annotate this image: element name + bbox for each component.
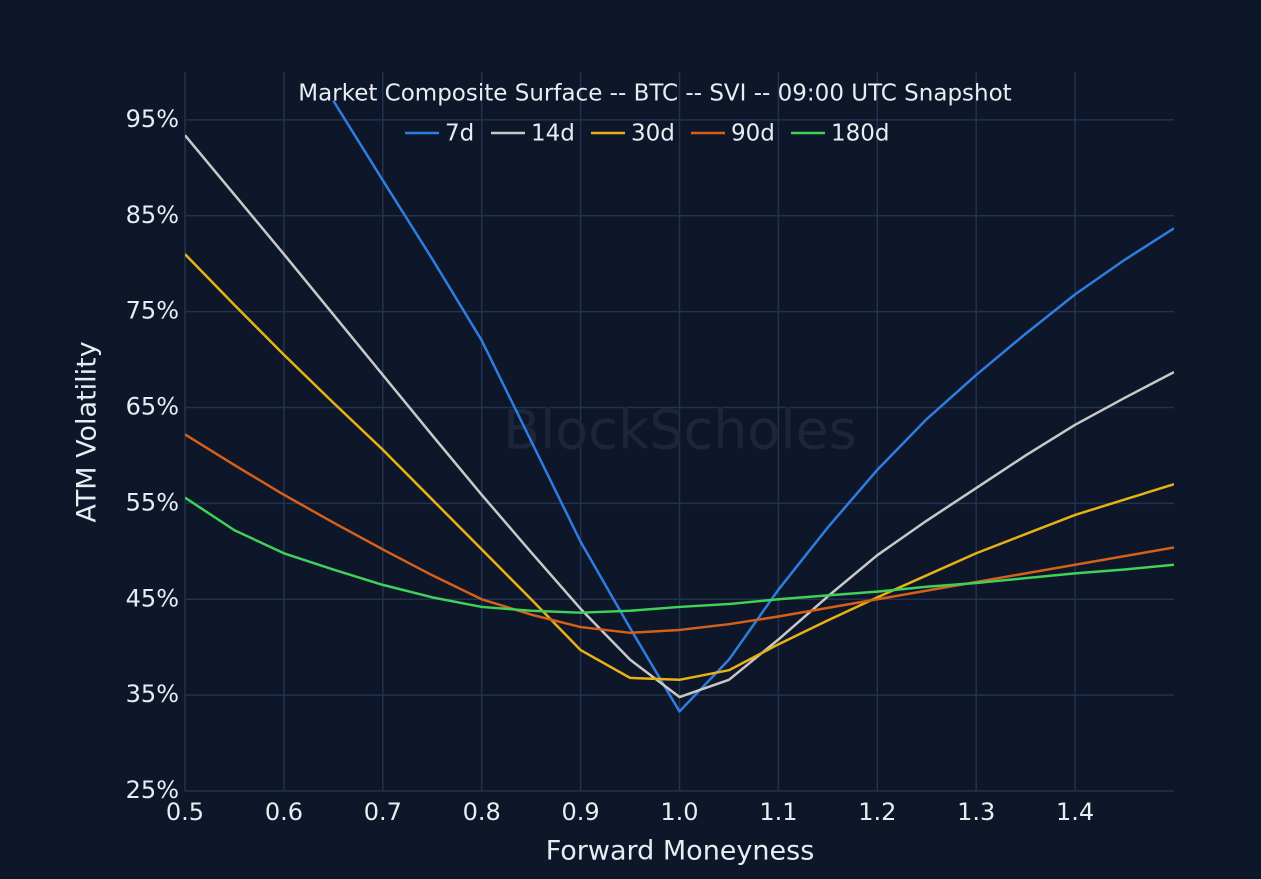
y-tick-label: 25% — [126, 776, 179, 804]
x-tick-label: 0.5 — [166, 798, 204, 826]
legend-label: 180d — [831, 121, 890, 147]
series-line — [185, 253, 1174, 682]
x-tick-label: 0.9 — [562, 798, 600, 826]
x-tick-label: 1.0 — [660, 798, 698, 826]
y-tick-label: 65% — [126, 393, 179, 421]
x-tick-label: 0.6 — [265, 798, 303, 826]
x-tick-label: 1.3 — [957, 798, 995, 826]
series-line — [332, 100, 1174, 713]
x-axis-title: Forward Moneyness — [546, 836, 815, 867]
x-tick-label: 1.4 — [1056, 798, 1094, 826]
y-tick-label: 85% — [126, 201, 179, 229]
series-line — [185, 433, 1174, 635]
legend-label: 30d — [631, 121, 675, 147]
x-tick-label: 1.1 — [759, 798, 797, 826]
chart-title: Market Composite Surface -- BTC -- SVI -… — [298, 81, 1011, 107]
lines — [185, 100, 1174, 713]
legend-label: 90d — [731, 121, 775, 147]
x-tick-label: 0.7 — [364, 798, 402, 826]
y-tick-label: 45% — [126, 584, 179, 612]
series-line — [185, 134, 1174, 699]
legend-label: 7d — [445, 121, 474, 147]
y-tick-label: 95% — [126, 105, 179, 133]
watermark: BlockScholes — [503, 399, 857, 462]
x-tick-label: 1.2 — [858, 798, 896, 826]
legend-label: 14d — [531, 121, 575, 147]
y-tick-label: 35% — [126, 680, 179, 708]
x-tick-label: 0.8 — [463, 798, 501, 826]
y-tick-label: 75% — [126, 297, 179, 325]
legend: 7d 14d 30d 90d 180d — [405, 121, 890, 147]
grid — [184, 72, 1174, 792]
series-line — [185, 496, 1174, 614]
y-axis-title: ATM Volatility — [72, 341, 103, 522]
y-tick-label: 55% — [126, 488, 179, 516]
